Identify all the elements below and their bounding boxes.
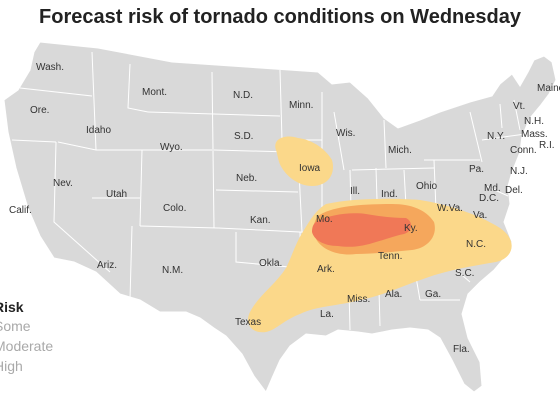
state-label: Mass.	[521, 129, 548, 140]
state-label: Mich.	[388, 145, 412, 156]
state-labels: Wash. Ore. Calif. Nev. Idaho Mont. Wyo. …	[9, 62, 560, 355]
state-label: Maine	[537, 83, 560, 94]
state-label: Ga.	[425, 289, 441, 300]
state-label: Ala.	[385, 289, 402, 300]
state-label: Tenn.	[378, 251, 402, 262]
state-label: Ind.	[381, 189, 398, 200]
us-landmass	[3, 41, 557, 393]
legend-item-some: Some	[0, 318, 31, 334]
state-label: N.M.	[162, 265, 183, 276]
state-label: Wyo.	[160, 142, 183, 153]
state-label: Calif.	[9, 205, 32, 216]
state-label: Iowa	[299, 163, 321, 174]
state-label: Ark.	[317, 264, 335, 275]
risk-area-some-iowa	[275, 136, 334, 186]
state-label: W.Va.	[437, 203, 463, 214]
state-label: Md.	[484, 183, 501, 194]
state-label: Mont.	[142, 87, 167, 98]
state-label: Nev.	[53, 178, 73, 189]
state-label: Minn.	[289, 100, 313, 111]
state-label: Fla.	[453, 344, 470, 355]
tornado-risk-areas	[247, 136, 512, 333]
risk-legend: Risk Some Moderate High	[0, 298, 53, 376]
state-label: Wis.	[336, 128, 355, 139]
state-label: Ariz.	[97, 260, 117, 271]
state-label: N.J.	[510, 166, 528, 177]
risk-area-high	[312, 213, 412, 247]
map-title: Forecast risk of tornado conditions on W…	[39, 6, 521, 28]
state-label: N.Y.	[487, 131, 505, 142]
state-label: R.I.	[539, 140, 555, 151]
state-label: Miss.	[347, 294, 370, 305]
state-label: N.D.	[233, 90, 253, 101]
state-label: S.C.	[455, 268, 474, 279]
state-label: Va.	[473, 210, 487, 221]
state-label: Ore.	[30, 105, 49, 116]
state-label: Idaho	[86, 125, 111, 136]
legend-item-moderate: Moderate	[0, 338, 54, 354]
state-label: Pa.	[469, 164, 484, 175]
state-label: N.H.	[524, 116, 544, 127]
state-label: D.C.	[479, 193, 499, 204]
state-label: Kan.	[250, 215, 271, 226]
legend-item-high: High	[0, 358, 23, 374]
state-label: Neb.	[236, 173, 257, 184]
state-label: S.D.	[234, 131, 253, 142]
state-label: Del.	[505, 185, 523, 196]
state-label: La.	[320, 309, 334, 320]
state-label: Okla.	[259, 258, 282, 269]
state-label: Ill.	[350, 186, 360, 197]
state-label: Texas	[235, 317, 261, 328]
state-label: Ky.	[404, 223, 418, 234]
state-label: Conn.	[510, 145, 537, 156]
state-label: Mo.	[316, 214, 333, 225]
state-label: Wash.	[36, 62, 64, 73]
state-label: Vt.	[513, 101, 525, 112]
state-label: Ohio	[416, 181, 438, 192]
legend-title: Risk	[0, 299, 24, 315]
state-label: Colo.	[163, 203, 186, 214]
state-label: Utah	[106, 189, 127, 200]
state-label: N.C.	[466, 239, 486, 250]
